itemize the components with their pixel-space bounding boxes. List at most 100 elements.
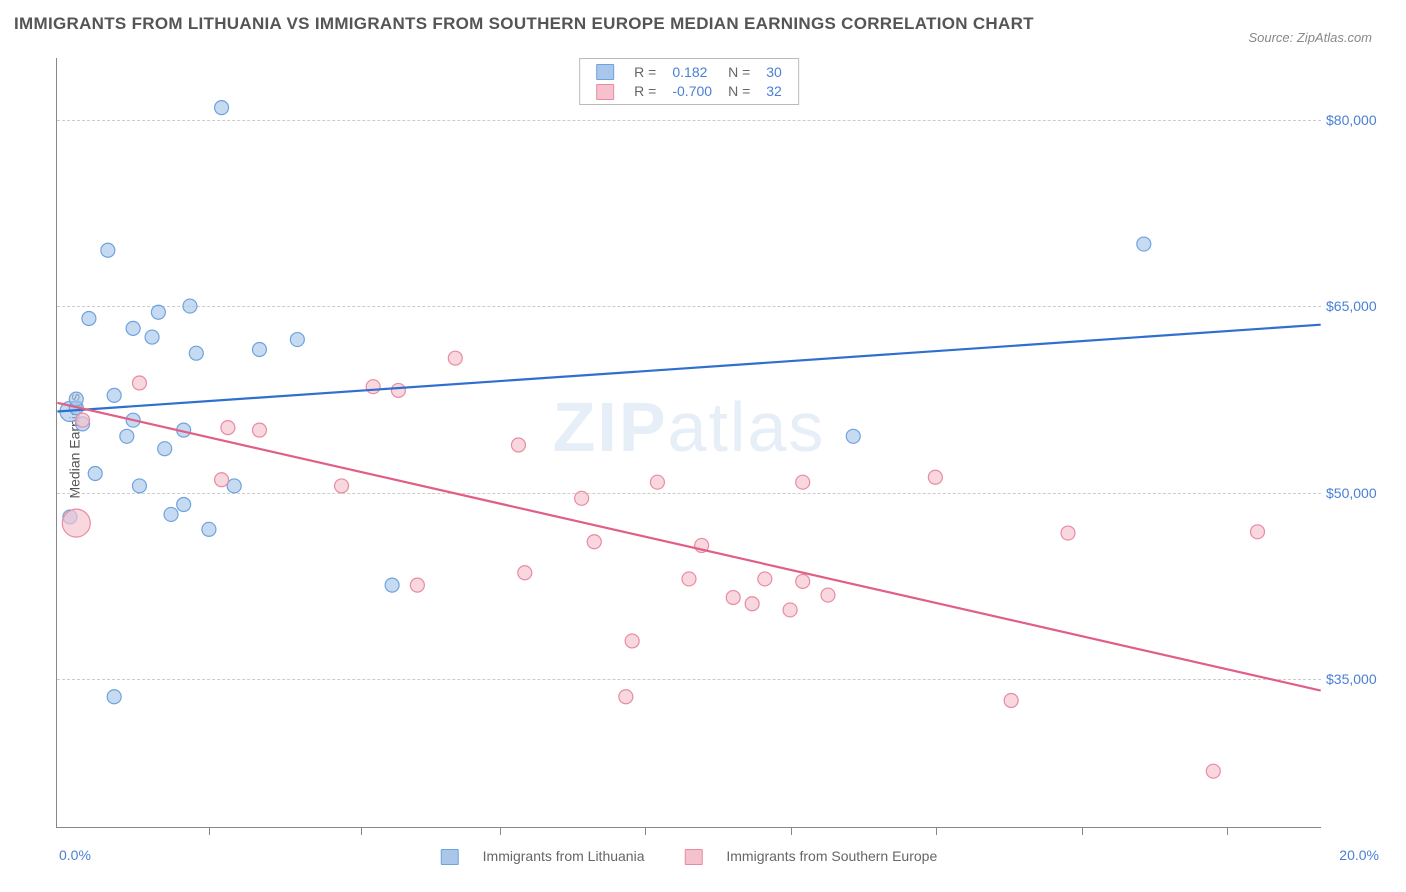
data-point xyxy=(126,413,140,427)
data-point xyxy=(120,429,134,443)
x-tick xyxy=(936,827,937,835)
data-point xyxy=(928,470,942,484)
legend-swatch xyxy=(596,64,614,80)
gridline xyxy=(57,679,1321,680)
data-point xyxy=(132,479,146,493)
data-point xyxy=(76,417,90,431)
legend-n-value: 30 xyxy=(758,62,790,81)
x-tick xyxy=(1227,827,1228,835)
legend-series-label: Immigrants from Southern Europe xyxy=(726,848,937,864)
data-point xyxy=(1206,764,1220,778)
data-point xyxy=(158,442,172,456)
y-tick-label: $35,000 xyxy=(1326,671,1391,687)
x-tick xyxy=(645,827,646,835)
data-point xyxy=(60,402,80,422)
data-point xyxy=(164,507,178,521)
data-point xyxy=(650,475,664,489)
data-point xyxy=(366,380,380,394)
legend-swatch xyxy=(596,84,614,100)
legend-r-label: R = xyxy=(626,81,664,100)
data-point xyxy=(796,574,810,588)
chart-container: IMMIGRANTS FROM LITHUANIA VS IMMIGRANTS … xyxy=(14,14,1392,878)
data-point xyxy=(745,597,759,611)
gridline xyxy=(57,120,1321,121)
data-point xyxy=(518,566,532,580)
data-point xyxy=(448,351,462,365)
watermark: ZIPatlas xyxy=(553,387,826,467)
legend-n-label: N = xyxy=(720,81,758,100)
data-point xyxy=(726,591,740,605)
series-legend: Immigrants from Lithuania Immigrants fro… xyxy=(421,848,958,865)
regression-line xyxy=(57,403,1320,691)
data-point xyxy=(619,690,633,704)
y-tick-label: $80,000 xyxy=(1326,112,1391,128)
data-point xyxy=(783,603,797,617)
data-point xyxy=(88,467,102,481)
x-max-label: 20.0% xyxy=(1339,847,1379,863)
data-point xyxy=(252,423,266,437)
data-point xyxy=(227,479,241,493)
data-point xyxy=(587,535,601,549)
legend-n-label: N = xyxy=(720,62,758,81)
data-point xyxy=(385,578,399,592)
legend-r-value: -0.700 xyxy=(664,81,720,100)
scatter-points xyxy=(57,58,1321,827)
legend-swatch xyxy=(684,849,702,865)
data-point xyxy=(391,383,405,397)
plot-area: ZIPatlas $35,000$50,000$65,000$80,000 R … xyxy=(56,58,1321,828)
data-point xyxy=(290,333,304,347)
data-point xyxy=(252,342,266,356)
data-point xyxy=(145,330,159,344)
x-tick xyxy=(500,827,501,835)
legend-series-label: Immigrants from Lithuania xyxy=(483,848,645,864)
data-point xyxy=(821,588,835,602)
legend-r-label: R = xyxy=(626,62,664,81)
x-tick xyxy=(1082,827,1083,835)
data-point xyxy=(846,429,860,443)
data-point xyxy=(335,479,349,493)
data-point xyxy=(69,401,83,415)
data-point xyxy=(189,346,203,360)
legend-n-value: 32 xyxy=(758,81,790,100)
data-point xyxy=(132,376,146,390)
data-point xyxy=(76,413,90,427)
data-point xyxy=(796,475,810,489)
data-point xyxy=(1061,526,1075,540)
x-tick xyxy=(361,827,362,835)
data-point xyxy=(682,572,696,586)
data-point xyxy=(1137,237,1151,251)
data-point xyxy=(177,423,191,437)
legend-swatch xyxy=(441,849,459,865)
data-point xyxy=(107,690,121,704)
data-point xyxy=(1251,525,1265,539)
data-point xyxy=(177,498,191,512)
legend-r-value: 0.182 xyxy=(664,62,720,81)
data-point xyxy=(410,578,424,592)
data-point xyxy=(1004,693,1018,707)
watermark-thin: atlas xyxy=(668,388,826,466)
watermark-bold: ZIP xyxy=(553,388,668,466)
source-label: Source: ZipAtlas.com xyxy=(1248,30,1372,45)
y-tick-label: $65,000 xyxy=(1326,298,1391,314)
regression-line xyxy=(57,325,1320,412)
data-point xyxy=(221,421,235,435)
data-point xyxy=(69,392,83,406)
x-tick xyxy=(209,827,210,835)
data-point xyxy=(62,509,90,537)
legend-item: Immigrants from Lithuania xyxy=(431,848,655,864)
data-point xyxy=(126,321,140,335)
legend-item: Immigrants from Southern Europe xyxy=(674,848,947,864)
data-point xyxy=(101,243,115,257)
data-point xyxy=(625,634,639,648)
gridline xyxy=(57,493,1321,494)
correlation-legend: R =0.182N =30 R =-0.700N =32 xyxy=(579,58,799,105)
y-tick-label: $50,000 xyxy=(1326,485,1391,501)
gridline xyxy=(57,306,1321,307)
data-point xyxy=(215,101,229,115)
x-tick xyxy=(791,827,792,835)
data-point xyxy=(215,473,229,487)
x-min-label: 0.0% xyxy=(59,847,91,863)
data-point xyxy=(202,522,216,536)
data-point xyxy=(107,388,121,402)
data-point xyxy=(695,538,709,552)
